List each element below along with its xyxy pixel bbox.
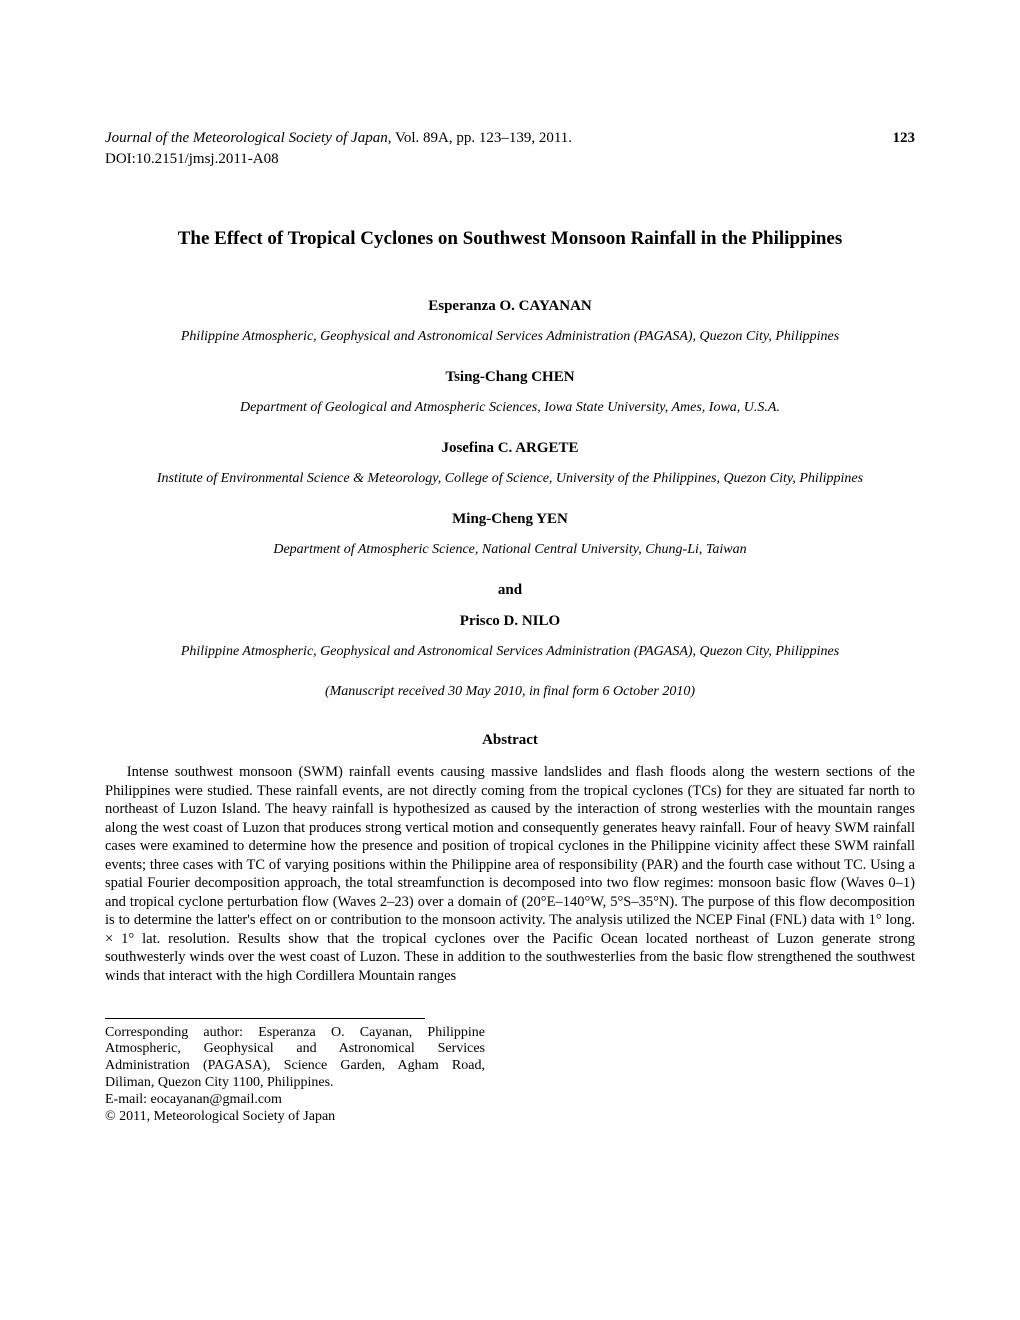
author-name-1: Esperanza O. CAYANAN [105,298,915,315]
manuscript-dates: (Manuscript received 30 May 2010, in fin… [105,684,915,700]
author-affiliation-4: Department of Atmospheric Science, Natio… [105,542,915,558]
doi-text: DOI:10.2151/jmsj.2011-A08 [105,151,915,168]
abstract-body: Intense southwest monsoon (SWM) rainfall… [105,763,915,986]
author-name-2: Tsing-Chang CHEN [105,369,915,386]
volume-info: , Vol. 89A, pp. 123–139, 2011. [388,130,572,146]
paper-title: The Effect of Tropical Cyclones on South… [105,228,915,250]
email-line: E-mail: eocayanan@gmail.com [105,1092,485,1109]
copyright-line: © 2011, Meteorological Society of Japan [105,1109,485,1126]
journal-name: Journal of the Meteorological Society of… [105,130,388,146]
corresponding-author: Corresponding author: Esperanza O. Cayan… [105,1025,485,1092]
footnote-divider [105,1018,425,1019]
author-affiliation-3: Institute of Environmental Science & Met… [105,471,915,487]
page-number: 123 [893,130,916,147]
author-affiliation-1: Philippine Atmospheric, Geophysical and … [105,329,915,345]
footnote-section: Corresponding author: Esperanza O. Cayan… [105,1025,485,1126]
and-connector: and [105,582,915,599]
author-affiliation-5: Philippine Atmospheric, Geophysical and … [105,644,915,660]
author-name-4: Ming-Cheng YEN [105,511,915,528]
author-name-3: Josefina C. ARGETE [105,440,915,457]
author-affiliation-2: Department of Geological and Atmospheric… [105,400,915,416]
author-name-5: Prisco D. NILO [105,613,915,630]
journal-header: Journal of the Meteorological Society of… [105,130,915,147]
abstract-heading: Abstract [105,732,915,749]
